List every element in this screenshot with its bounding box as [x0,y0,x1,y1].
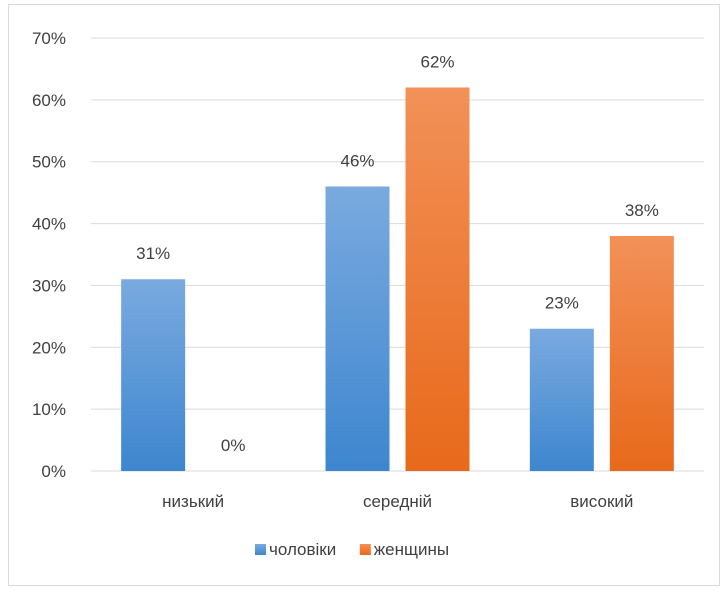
bar [121,279,186,471]
legend-swatch [255,544,266,555]
legend-label: чоловіки [269,540,336,559]
bars [121,87,674,471]
data-label: 38% [625,201,659,220]
legend-swatch [359,544,371,555]
data-label: 31% [136,244,170,263]
x-tick-label: високий [570,492,633,511]
y-axis-tick-labels: 0% 10% 20% 30% 40% 50% 60% 70% [32,29,66,481]
data-label: 0% [221,436,246,455]
x-tick-label: низький [162,492,224,511]
data-label: 62% [420,52,454,71]
chart-frame: 0% 10% 20% 30% 40% 50% 60% 70% 31% 0% 46% 62% 23% 38… [8,4,720,586]
legend-label: женщины [374,540,449,559]
y-tick-label: 30% [32,276,66,295]
bar [609,235,674,471]
y-tick-label: 40% [32,215,66,234]
y-tick-label: 0% [41,462,66,481]
legend: чоловіки женщины [255,540,449,559]
bar [405,87,470,471]
y-tick-label: 60% [32,91,66,110]
data-label: 46% [340,151,374,170]
bar [325,186,390,471]
data-labels: 31% 0% 46% 62% 23% 38% [136,52,659,455]
y-tick-label: 50% [32,153,66,172]
x-tick-label: середній [363,492,432,511]
bar-chart: 0% 10% 20% 30% 40% 50% 60% 70% 31% 0% 46% 62% 23% 38… [32,29,704,559]
gridlines [91,37,704,472]
y-tick-label: 20% [32,338,66,357]
y-tick-label: 10% [32,400,66,419]
y-tick-label: 70% [32,29,66,48]
bar [529,328,594,471]
data-label: 23% [545,294,579,313]
x-axis-tick-labels: низький середній високий [162,492,633,511]
